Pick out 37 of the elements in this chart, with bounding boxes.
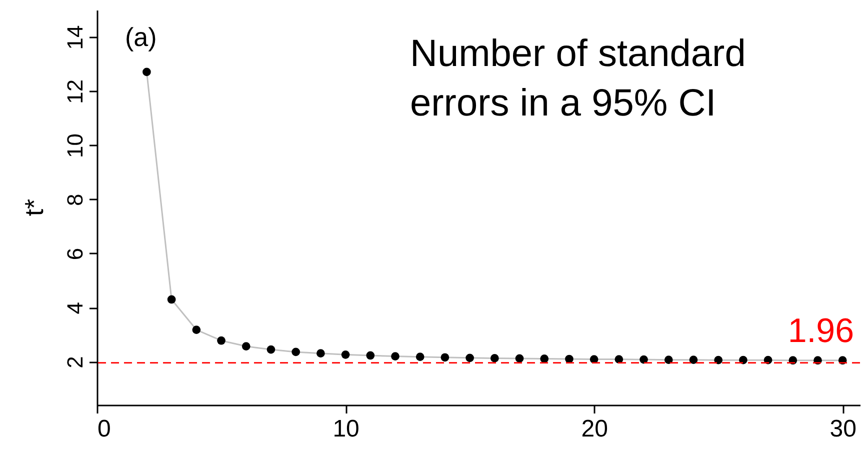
point [664,356,673,364]
point [490,354,499,362]
point [515,354,524,363]
y-tick-label: 8 [62,194,88,206]
point [292,348,300,356]
point [689,356,698,364]
annotation: Number of standard errors in a 95% CI [410,33,746,124]
point [614,355,624,364]
x-tick-label: 10 [332,416,360,442]
y-tick-label: 14 [62,25,88,50]
point [391,352,400,360]
annotation: (a) [125,22,157,52]
y-tick-label: 12 [62,79,88,104]
y-tick-label: 6 [62,248,88,260]
point [217,336,226,345]
y-axis-title: t* [19,198,49,216]
y-tick-label: 4 [62,302,88,314]
point [714,356,723,364]
point [266,345,276,354]
x-tick-label: 30 [830,416,856,442]
y-tick-label: 10 [62,134,88,158]
point [416,352,424,362]
point [341,350,350,359]
y-tick-label: 2 [62,356,88,368]
point [316,349,325,358]
x-tick-label: 20 [581,416,608,442]
point [440,353,450,362]
point [640,355,648,364]
point [192,326,201,334]
ref-line-label: 1.96 [788,312,854,350]
point [366,351,375,360]
point [242,342,250,350]
point [540,354,549,363]
point [142,68,151,76]
x-tick-label: 0 [98,416,111,442]
point [466,354,474,362]
point [167,295,176,304]
